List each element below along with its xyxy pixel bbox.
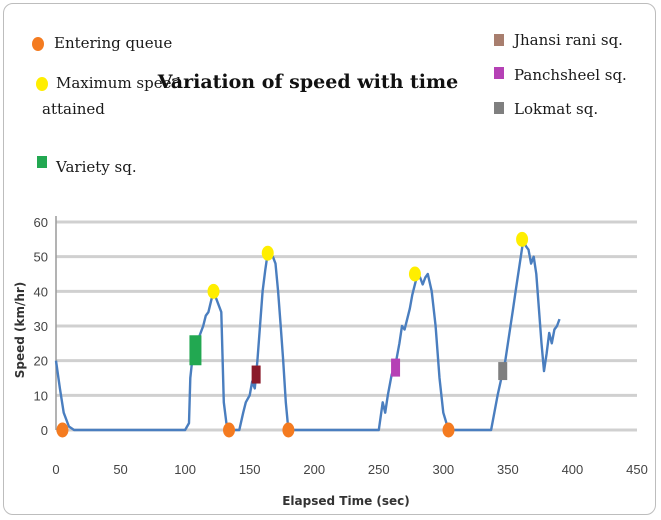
y-tick-label: 20 bbox=[34, 354, 48, 369]
x-tick-label: 400 bbox=[562, 462, 584, 477]
y-tick-label: 50 bbox=[34, 250, 48, 265]
legend-label-entering-queue: Entering queue bbox=[54, 34, 172, 52]
legend-swatch-entering-queue bbox=[32, 37, 44, 51]
y-axis-label: Speed (km/hr) bbox=[13, 282, 27, 379]
marker-variety-sq bbox=[189, 335, 202, 366]
x-tick-label: 450 bbox=[626, 462, 648, 477]
legend-swatch-jhansi-rani-sq bbox=[494, 34, 504, 46]
marker-maximum-speed-attained bbox=[261, 245, 274, 261]
marker-entering-queue bbox=[56, 422, 69, 438]
legend-label-jhansi-rani-sq: Jhansi rani sq. bbox=[512, 31, 623, 49]
y-tick-label: 40 bbox=[34, 284, 48, 299]
x-tick-label: 250 bbox=[368, 462, 390, 477]
y-tick-label: 30 bbox=[34, 319, 48, 334]
x-tick-label: 200 bbox=[303, 462, 325, 477]
speed-series-line bbox=[54, 238, 561, 432]
y-tick-label: 10 bbox=[34, 388, 48, 403]
legend-swatch-maximum-speed-attained bbox=[36, 77, 48, 91]
data-markers bbox=[56, 231, 529, 438]
y-tick-labels: 0 10 20 30 40 50 60 bbox=[34, 215, 48, 438]
x-tick-label: 350 bbox=[497, 462, 519, 477]
marker-panchsheel-sq bbox=[391, 358, 401, 377]
marker-lokmat-sq bbox=[498, 362, 508, 381]
y-tick-label: 0 bbox=[41, 423, 48, 438]
marker-entering-queue bbox=[282, 422, 295, 438]
legend-swatch-panchsheel-sq bbox=[494, 67, 504, 79]
series-line-group bbox=[54, 238, 561, 432]
chart-title: Variation of speed with time bbox=[157, 71, 458, 93]
x-axis-label: Elapsed Time (sec) bbox=[282, 494, 410, 508]
x-tick-labels: 0 50 100 150 200 250 300 350 400 450 bbox=[52, 462, 647, 477]
marker-entering-queue bbox=[223, 422, 236, 438]
marker-entering-queue bbox=[442, 422, 455, 438]
marker-jhansi-rani-sq bbox=[251, 365, 261, 384]
legend-label-maximum-speed-attained: Maximum speed attained bbox=[42, 74, 181, 118]
legend-swatch-lokmat-sq bbox=[494, 102, 504, 114]
legend: Entering queue Maximum speed attained Varie… bbox=[32, 31, 627, 176]
x-tick-label: 100 bbox=[174, 462, 196, 477]
marker-maximum-speed-attained bbox=[207, 283, 220, 299]
grid-lines bbox=[56, 220, 637, 432]
legend-label-lokmat-sq: Lokmat sq. bbox=[514, 100, 598, 118]
x-tick-label: 150 bbox=[239, 462, 261, 477]
x-tick-label: 0 bbox=[52, 462, 59, 477]
x-tick-label: 300 bbox=[432, 462, 454, 477]
y-tick-label: 60 bbox=[34, 215, 48, 230]
legend-label-variety-sq: Variety sq. bbox=[55, 158, 137, 176]
marker-maximum-speed-attained bbox=[516, 231, 529, 247]
legend-label-panchsheel-sq: Panchsheel sq. bbox=[514, 66, 627, 84]
legend-swatch-variety-sq bbox=[37, 156, 47, 168]
marker-maximum-speed-attained bbox=[408, 266, 421, 282]
x-tick-label: 50 bbox=[113, 462, 127, 477]
